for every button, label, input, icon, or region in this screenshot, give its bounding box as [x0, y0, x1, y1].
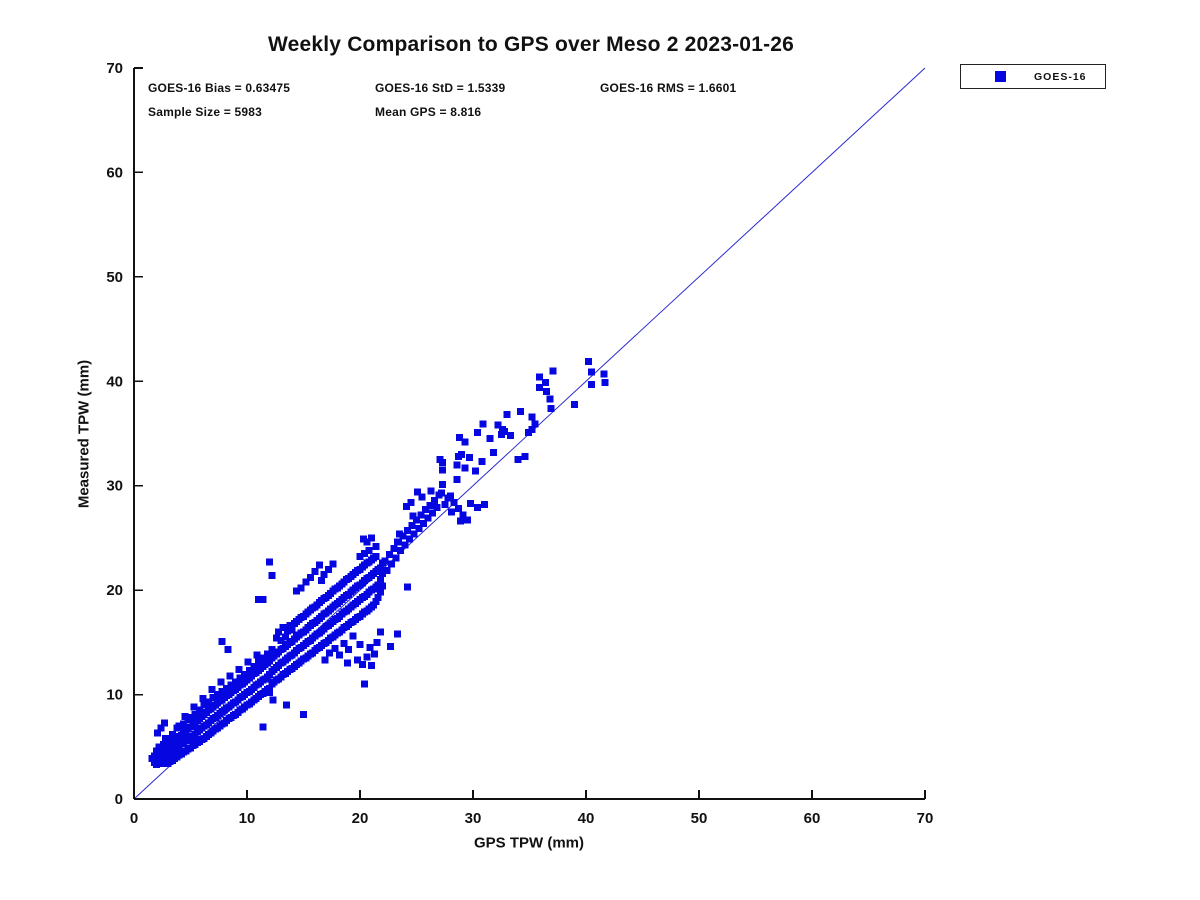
- svg-text:20: 20: [352, 810, 369, 827]
- stat-std: GOES-16 StD = 1.5339: [375, 81, 506, 95]
- chart-title: Weekly Comparison to GPS over Meso 2 202…: [267, 33, 795, 56]
- scatter-points: [148, 357, 609, 768]
- legend-label: GOES-16: [1034, 70, 1087, 83]
- x-axis-label: GPS TPW (mm): [473, 834, 585, 852]
- svg-text:40: 40: [578, 810, 595, 827]
- y-axis-label: Measured TPW (mm): [75, 359, 93, 509]
- svg-text:20: 20: [106, 582, 123, 599]
- legend-box: GOES-16: [960, 64, 1106, 89]
- svg-text:60: 60: [106, 164, 123, 181]
- x-tick-labels: 0 10 20 30 40 50 60 70: [130, 810, 934, 827]
- svg-text:70: 70: [917, 810, 934, 827]
- svg-text:40: 40: [106, 373, 123, 390]
- svg-text:10: 10: [239, 810, 256, 827]
- svg-text:30: 30: [465, 810, 482, 827]
- svg-text:10: 10: [106, 687, 123, 704]
- y-tick-labels: 0 10 20 30 40 50 60 70: [106, 60, 123, 808]
- stat-bias: GOES-16 Bias = 0.63475: [148, 81, 291, 95]
- axes: [133, 67, 926, 800]
- stat-rms: GOES-16 RMS = 1.6601: [600, 81, 737, 95]
- svg-text:0: 0: [130, 810, 138, 827]
- svg-text:50: 50: [106, 269, 123, 286]
- stat-sample-size: Sample Size = 5983: [148, 105, 263, 119]
- legend-marker-icon: [995, 71, 1006, 82]
- stat-mean-gps: Mean GPS = 8.816: [375, 105, 482, 119]
- svg-text:0: 0: [115, 791, 123, 808]
- svg-text:60: 60: [804, 810, 821, 827]
- svg-text:30: 30: [106, 478, 123, 495]
- svg-text:70: 70: [106, 60, 123, 77]
- svg-text:50: 50: [691, 810, 708, 827]
